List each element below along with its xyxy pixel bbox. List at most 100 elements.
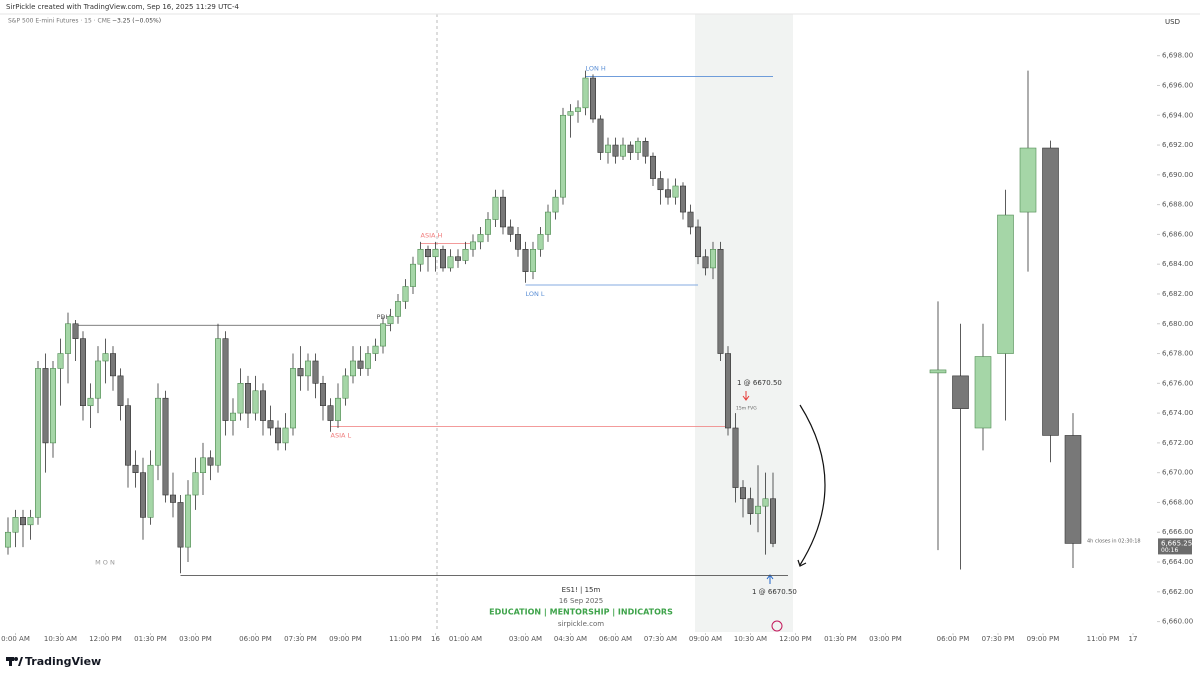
- candle-body: [230, 412, 237, 421]
- candle-body: [49, 368, 56, 444]
- candle-body: [1064, 435, 1082, 544]
- candle-body: [140, 472, 147, 518]
- candle-body: [612, 144, 619, 157]
- candle-body: [432, 248, 439, 258]
- htf-note: 4h closes in 02:30:18: [1087, 539, 1141, 545]
- y-tick-label: 6,666.00: [1162, 528, 1193, 536]
- candle-body: [200, 457, 207, 473]
- session-highlight: [695, 14, 793, 632]
- candle-body: [110, 353, 117, 377]
- candle-body: [192, 472, 199, 496]
- candle-body: [80, 338, 87, 406]
- candle-body: [529, 248, 536, 272]
- candle-body: [304, 360, 311, 377]
- candle-body: [252, 390, 259, 414]
- candle-body: [739, 487, 746, 500]
- x-tick-label: 03:00 PM: [869, 635, 902, 643]
- candle-body: [34, 368, 41, 518]
- change: −3.25 (−0.05%): [112, 18, 161, 25]
- candle-body: [147, 464, 154, 518]
- candle-body: [694, 226, 701, 258]
- candle-body: [379, 323, 386, 347]
- fvg-label: 15m FVG: [736, 406, 757, 412]
- candle-body: [289, 368, 296, 429]
- y-tick-label: 6,682.00: [1162, 290, 1193, 298]
- x-tick-label: 07:30 AM: [644, 635, 677, 643]
- sell-arrow: [742, 391, 750, 401]
- x-tick-label: 12:00 PM: [779, 635, 812, 643]
- candle-body: [349, 360, 356, 377]
- trade-label: 1 @ 6670.50: [752, 588, 797, 596]
- candle-body: [664, 189, 671, 198]
- level-label: ASIA H: [421, 231, 443, 239]
- credit: SirPickle created with TradingView.com, …: [6, 3, 240, 11]
- candle-body: [537, 234, 544, 250]
- candle-body: [642, 141, 649, 157]
- currency: USD: [1165, 18, 1180, 26]
- price-tag-countdown: 00:16: [1161, 547, 1178, 554]
- candle-body: [259, 390, 266, 421]
- candle-body: [245, 383, 252, 414]
- candle-body: [387, 316, 394, 325]
- candle-body: [462, 248, 469, 261]
- candle-body: [327, 405, 334, 421]
- candle-body: [552, 196, 559, 213]
- candle-body: [297, 368, 304, 377]
- y-tick-label: 6,694.00: [1162, 111, 1193, 119]
- candle-body: [559, 114, 566, 198]
- arrow-head: [797, 559, 807, 567]
- candle-body: [499, 196, 506, 228]
- candle-body: [5, 531, 12, 548]
- logo-mark: [14, 657, 18, 661]
- level-label: ASIA L: [331, 432, 352, 440]
- candle-body: [27, 517, 34, 526]
- x-tick-label: 06:00 PM: [239, 635, 272, 643]
- candle-body: [364, 353, 371, 369]
- candle-body: [372, 345, 379, 354]
- watermark: EDUCATION | MENTORSHIP | INDICATORS: [489, 608, 673, 617]
- x-tick-label: 10:30 AM: [44, 635, 77, 643]
- trade-label: 1 @ 6670.50: [737, 379, 782, 387]
- y-tick-label: 6,660.00: [1162, 618, 1193, 626]
- candle-body: [342, 375, 349, 399]
- candle-body: [582, 77, 589, 109]
- candle-body: [997, 214, 1014, 354]
- y-tick-label: 6,668.00: [1162, 498, 1193, 506]
- candle-body: [597, 118, 604, 153]
- candle-body: [514, 234, 521, 250]
- price-tag-label: 6,665.25: [1161, 539, 1192, 547]
- candle-body: [42, 368, 49, 444]
- y-tick-label: 6,680.00: [1162, 320, 1193, 328]
- candle-body: [484, 219, 491, 235]
- candle-body: [649, 155, 656, 179]
- brand: TradingView: [6, 655, 101, 668]
- y-tick-label: 6,674.00: [1162, 409, 1193, 417]
- candle-body: [334, 397, 341, 421]
- candle-body: [724, 353, 731, 429]
- y-tick-label: 6,696.00: [1162, 81, 1193, 89]
- candle-body: [12, 517, 19, 533]
- level-label: LON H: [586, 65, 606, 73]
- candle-body: [687, 211, 694, 228]
- candle-body: [567, 111, 574, 116]
- x-tick-label: 01:30 PM: [134, 635, 167, 643]
- symbol: S&P 500 E-mini Futures · 15 · CME: [8, 18, 111, 25]
- candle-body: [409, 263, 416, 287]
- x-tick-label: 09:00 PM: [1027, 635, 1060, 643]
- candle-body: [57, 353, 64, 369]
- candle-body: [604, 144, 611, 153]
- level-label: PDH: [377, 313, 391, 321]
- candle-body: [87, 397, 94, 406]
- candle-body: [619, 144, 626, 157]
- candle-body: [357, 360, 364, 369]
- candle-body: [237, 383, 244, 414]
- candle-body: [65, 323, 72, 354]
- candle-body: [709, 248, 716, 269]
- candle-body: [657, 178, 664, 191]
- brand-text: TradingView: [25, 655, 101, 668]
- alert-icon: [771, 620, 783, 632]
- candle-body: [170, 494, 177, 503]
- candle-body: [222, 338, 229, 421]
- candle-body: [162, 397, 169, 496]
